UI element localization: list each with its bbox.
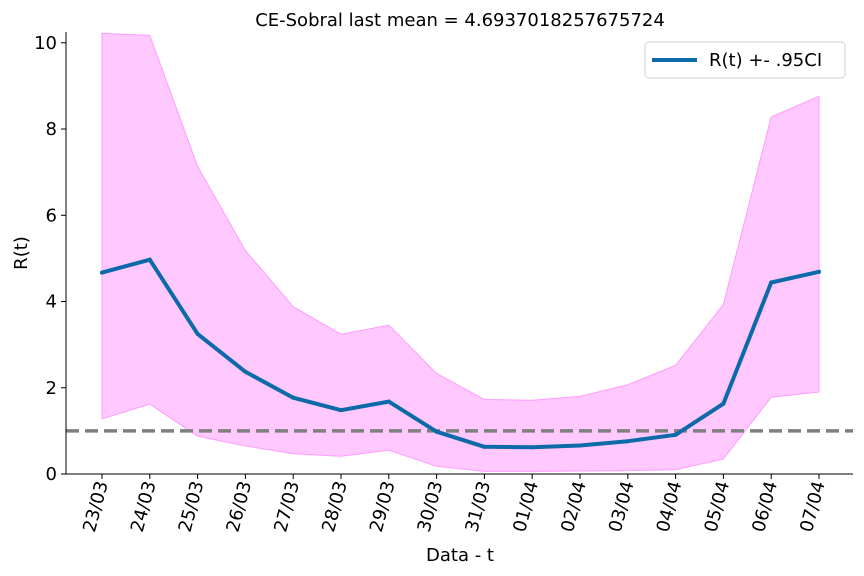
data-point [482,444,487,449]
y-tick-label: 8 [46,119,57,140]
x-tick-label: 03/04 [605,479,639,535]
data-point [243,369,248,374]
y-tick-label: 10 [34,33,57,54]
series-line [100,257,821,450]
data-point [625,439,630,444]
data-point [147,257,152,262]
x-tick-label: 29/03 [366,479,400,535]
y-axis-label: R(t) [11,236,32,270]
data-point [434,429,439,434]
chart-title: CE-Sobral last mean = 4.6937018257675724 [255,10,665,31]
x-tick-label: 24/03 [127,479,161,535]
confidence-band [101,32,820,472]
x-tick-label: 07/04 [796,479,830,535]
x-tick-label: 26/03 [223,479,257,535]
x-tick-label: 28/03 [318,479,352,535]
x-tick-label: 25/03 [175,479,209,535]
legend-label: R(t) +- .95CI [709,50,822,71]
x-axis-label: Data - t [426,545,494,566]
data-point [386,399,391,404]
y-tick-label: 6 [46,205,57,226]
x-tick-label: 23/03 [79,479,113,535]
x-tick-label: 01/04 [509,479,543,535]
x-tick-label: 02/04 [557,479,591,535]
data-point [817,269,821,274]
data-point [673,432,678,437]
data-point [769,280,774,285]
data-point [530,445,535,450]
x-tick-label: 04/04 [653,479,687,535]
legend-box [644,41,846,79]
plot-area [66,32,853,472]
x-tick-label: 30/03 [414,479,448,535]
legend: R(t) +- .95CI [644,41,846,79]
data-point [721,401,726,406]
data-point [339,408,343,413]
x-tick-label: 05/04 [701,479,735,535]
data-point [100,270,104,275]
x-tick-label: 31/03 [462,479,496,535]
data-point [195,331,200,336]
data-point [291,395,296,400]
y-tick-label: 4 [46,292,57,313]
y-tick-label: 2 [46,378,57,399]
x-tick-label: 27/03 [270,479,304,535]
x-tick-label: 06/04 [748,479,782,535]
y-tick-label: 0 [46,464,57,485]
data-point [578,443,582,448]
